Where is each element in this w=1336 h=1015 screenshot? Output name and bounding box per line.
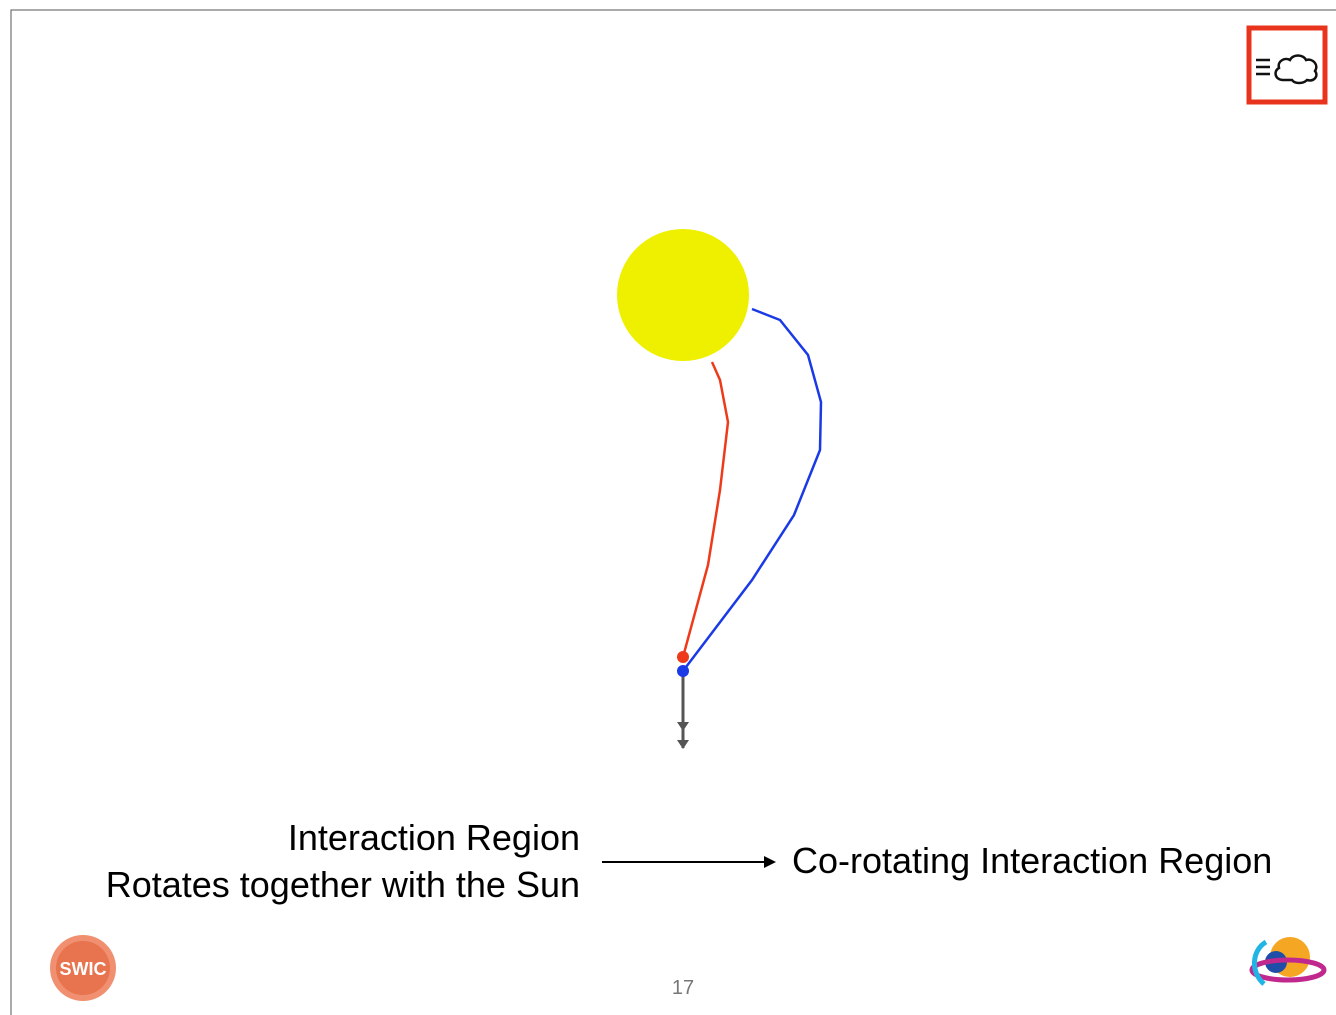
swic-logo: SWIC: [50, 935, 116, 1001]
red-field-line: [681, 361, 730, 658]
slide-border: [10, 9, 1336, 1015]
right-text: Co-rotating Interaction Region: [792, 840, 1272, 881]
arrow-head: [764, 856, 776, 868]
red-point: [677, 651, 689, 663]
blue-field-line: [682, 307, 823, 672]
space-logo: [1249, 937, 1327, 986]
left-text-1: Interaction Region: [288, 817, 580, 858]
logo-text: SWIC: [60, 959, 107, 979]
left-text-2: Rotates together with the Sun: [106, 864, 580, 905]
page-number: 17: [672, 977, 694, 999]
blue-point: [677, 665, 689, 677]
icon-frame[interactable]: [1246, 25, 1328, 105]
cloud-icon: [1256, 54, 1318, 85]
arrow-heads: [677, 722, 689, 749]
sun: [617, 229, 749, 361]
